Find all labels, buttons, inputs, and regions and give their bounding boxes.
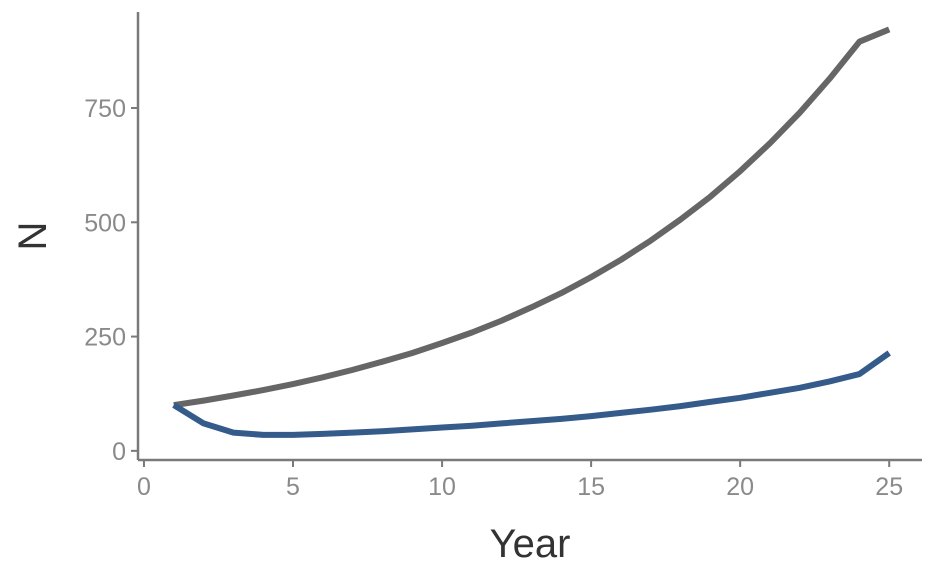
series-layer — [172, 26, 891, 438]
axes-layer — [136, 12, 922, 462]
y-tick-label: 0 — [112, 438, 126, 466]
x-tick-label: 5 — [286, 473, 300, 501]
y-axis-title: N — [11, 222, 55, 251]
x-tick-label: 10 — [428, 473, 456, 501]
series-line-2 — [172, 350, 891, 438]
y-tick-label: 250 — [84, 324, 126, 352]
y-tick-label: 500 — [84, 209, 126, 237]
x-tick-label: 25 — [875, 473, 903, 501]
series-line-1 — [173, 26, 891, 409]
y-tick-label: 750 — [84, 95, 126, 123]
x-axis-title: Year — [490, 522, 571, 566]
x-tick-label: 15 — [577, 473, 605, 501]
x-tick-label: 20 — [726, 473, 754, 501]
x-tick-label: 0 — [137, 473, 151, 501]
